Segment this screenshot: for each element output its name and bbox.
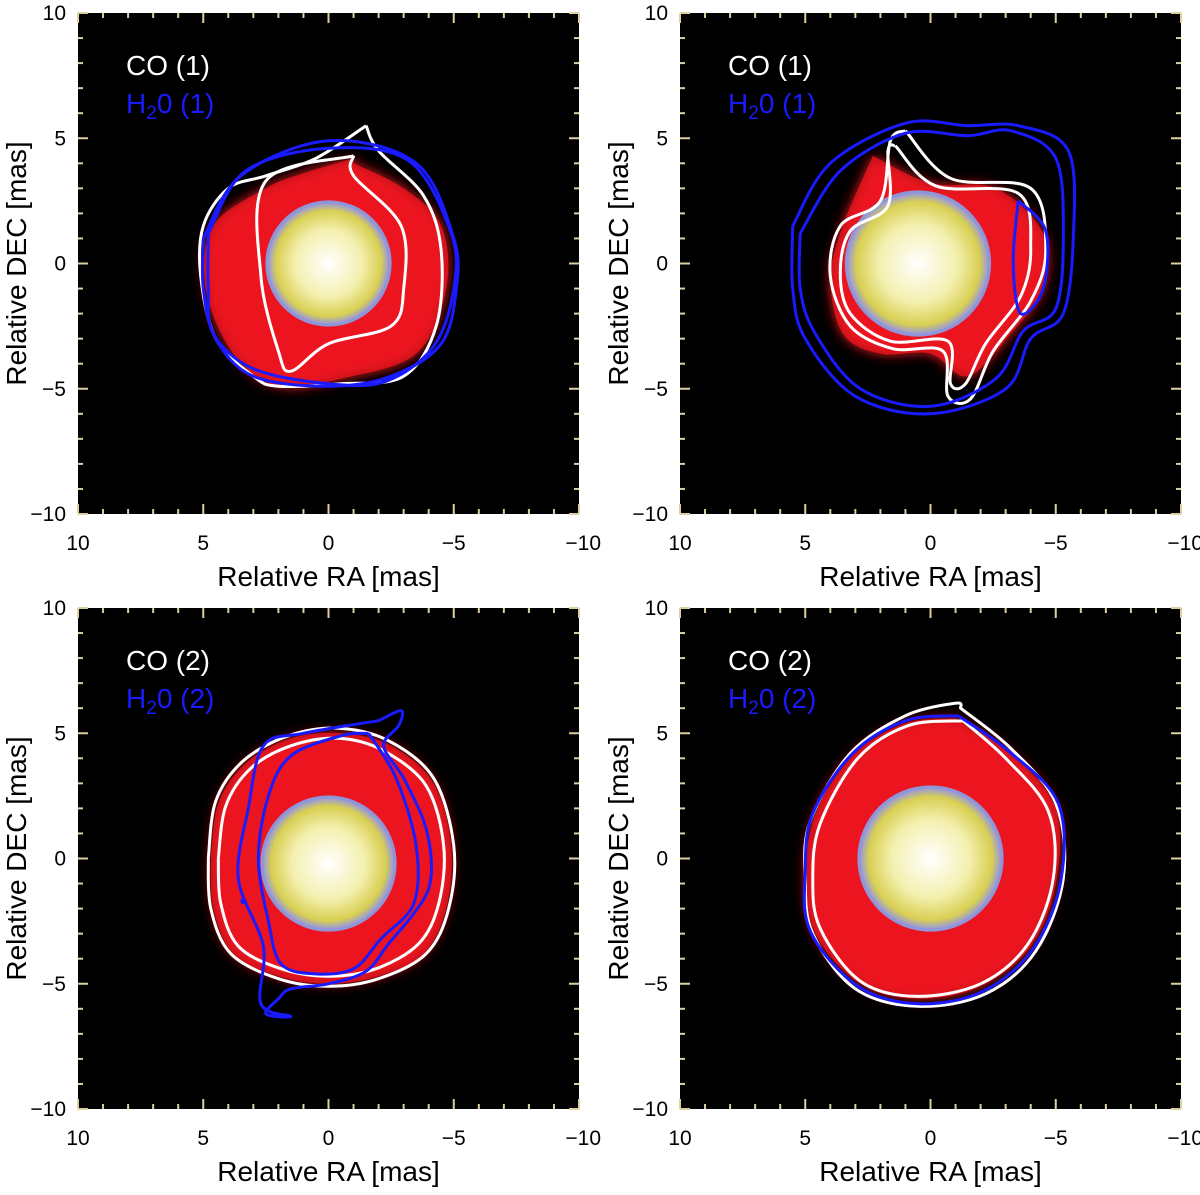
- x-tick-label: 10: [668, 532, 691, 555]
- y-tick-label: 5: [54, 722, 66, 745]
- y-tick-label: 5: [656, 127, 668, 150]
- contour-h2o-3: [256, 731, 420, 976]
- legend-h2o: H20 (2): [728, 683, 816, 719]
- stellar-disk: [263, 798, 394, 929]
- y-tick-label: 5: [656, 722, 668, 745]
- panel-bottom-left: 10 5 0 −5 −10 −10 −5 0 5 10 Relative RA [mas] Relat…: [1, 597, 601, 1187]
- contour-co-0: [828, 129, 1048, 405]
- image-content: [802, 701, 1067, 1008]
- legend-h2o: H20 (1): [728, 88, 816, 124]
- legend-co: CO (2): [728, 645, 812, 676]
- image-content: [197, 124, 460, 389]
- x-tick-label: −5: [442, 532, 466, 555]
- x-tick-label: 0: [323, 532, 335, 555]
- image-content: [790, 119, 1077, 416]
- y-tick-label: −5: [644, 378, 668, 401]
- y-tick-label: 10: [645, 2, 668, 25]
- legend-h2o: H20 (1): [126, 88, 214, 124]
- y-tick-label: 0: [656, 253, 668, 276]
- x-tick-label: −5: [1044, 1127, 1068, 1150]
- contour-h2o-3: [206, 146, 458, 388]
- x-tick-label: 0: [323, 1127, 335, 1150]
- panel-top-right: 10 5 0 −5 −10 −10 −5 0 5 10 Relative RA [mas] Relat…: [603, 2, 1200, 592]
- x-tick-label: 5: [197, 532, 209, 555]
- contour-h2o-4: [1011, 199, 1050, 316]
- panel-bottom-right: 10 5 0 −5 −10 −10 −5 0 5 10 Relative RA [mas] Relat…: [603, 597, 1200, 1187]
- contour-h2o-2: [790, 119, 1077, 416]
- contour-co-1: [255, 154, 408, 373]
- x-tick-label: 10: [66, 1127, 89, 1150]
- y-tick-label: −10: [30, 1098, 66, 1121]
- contour-h2o-2: [236, 709, 434, 1019]
- image-content: [206, 709, 457, 1019]
- legend-co: CO (1): [126, 50, 210, 81]
- stellar-disk: [268, 203, 389, 324]
- y-tick-label: 10: [43, 597, 66, 620]
- x-tick-label: −5: [1044, 532, 1068, 555]
- x-tick-label: −10: [1167, 532, 1200, 555]
- contour-co-0: [206, 726, 457, 988]
- y-axis-label: Relative DEC [mas]: [603, 141, 634, 385]
- y-tick-label: 10: [43, 2, 66, 25]
- x-tick-label: 5: [197, 1127, 209, 1150]
- stellar-disk: [847, 193, 989, 334]
- x-tick-label: −10: [565, 1127, 601, 1150]
- x-axis-label: Relative RA [mas]: [819, 561, 1042, 592]
- y-axis-label: Relative DEC [mas]: [1, 736, 32, 980]
- contour-h2o-point: [240, 898, 247, 905]
- x-tick-label: −10: [565, 532, 601, 555]
- contour-co-1: [216, 736, 446, 978]
- stellar-disk: [860, 788, 1001, 929]
- y-tick-label: −10: [632, 503, 668, 526]
- y-tick-label: −10: [632, 1098, 668, 1121]
- contour-co-1: [838, 143, 1033, 391]
- panel-top-left: 10 5 0 −5 −10 −10 −5 0 5 10 Relative RA [mas] Relat…: [1, 2, 601, 592]
- y-axis-label: Relative DEC [mas]: [1, 141, 32, 385]
- y-tick-label: 0: [54, 848, 66, 871]
- y-tick-label: 10: [645, 597, 668, 620]
- x-axis-label: Relative RA [mas]: [217, 1156, 440, 1187]
- y-tick-label: 5: [54, 127, 66, 150]
- contour-co-0: [197, 124, 444, 389]
- x-tick-label: 0: [925, 1127, 937, 1150]
- contour-co-0: [803, 701, 1067, 1008]
- y-axis-label: Relative DEC [mas]: [603, 736, 634, 980]
- y-tick-label: 0: [54, 253, 66, 276]
- x-tick-label: 5: [799, 532, 811, 555]
- x-axis-label: Relative RA [mas]: [819, 1156, 1042, 1187]
- legend-h2o: H20 (2): [126, 683, 214, 719]
- x-tick-label: −10: [1167, 1127, 1200, 1150]
- legend-co: CO (1): [728, 50, 812, 81]
- x-tick-label: −5: [442, 1127, 466, 1150]
- contour-co-1: [811, 719, 1057, 998]
- x-tick-label: 10: [66, 532, 89, 555]
- legend-co: CO (2): [126, 645, 210, 676]
- contour-h2o-2: [802, 714, 1066, 1006]
- x-tick-label: 10: [668, 1127, 691, 1150]
- y-tick-label: −5: [42, 973, 66, 996]
- x-tick-label: 0: [925, 532, 937, 555]
- y-tick-label: 0: [656, 848, 668, 871]
- y-tick-label: −5: [42, 378, 66, 401]
- y-tick-label: −10: [30, 503, 66, 526]
- y-tick-label: −5: [644, 973, 668, 996]
- x-axis-label: Relative RA [mas]: [217, 561, 440, 592]
- x-tick-label: 5: [799, 1127, 811, 1150]
- contour-h2o-3: [797, 128, 1065, 409]
